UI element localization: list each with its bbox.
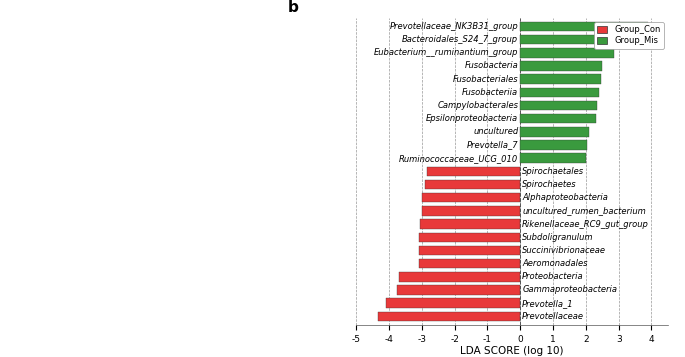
Text: Fusobacteriia: Fusobacteriia [462,88,519,97]
Text: Proteobacteria: Proteobacteria [522,272,584,281]
Text: b: b [288,0,299,15]
Bar [427,167,520,176]
Text: Spirochaetes: Spirochaetes [522,180,577,189]
Bar [520,48,614,57]
Bar [520,22,648,31]
Bar [386,298,520,308]
Bar [520,74,601,84]
Bar [422,206,520,216]
Text: Alphaproteobacteria: Alphaproteobacteria [522,193,608,202]
Text: Prevotellaceae_NK3B31_group: Prevotellaceae_NK3B31_group [390,22,519,31]
Text: Ruminococcaceae_UCG_010: Ruminococcaceae_UCG_010 [399,154,519,163]
Text: Subdoligranulum: Subdoligranulum [522,233,594,242]
Text: Rikenellaceae_RC9_gut_group: Rikenellaceae_RC9_gut_group [522,220,649,228]
Text: Spirochaetales: Spirochaetales [522,167,584,176]
Text: Succinivibrionaceae: Succinivibrionaceae [522,246,606,255]
Text: Bacteroidales_S24_7_group: Bacteroidales_S24_7_group [402,35,519,44]
Text: Prevotella_7: Prevotella_7 [466,141,519,150]
Bar [520,127,589,137]
Bar [377,312,520,321]
Text: Eubacterium__ruminantium_group: Eubacterium__ruminantium_group [374,48,519,57]
Text: Campylobacterales: Campylobacterales [437,101,519,110]
Bar [520,87,599,97]
Bar [420,219,520,229]
Text: Prevotellaceae: Prevotellaceae [522,312,584,321]
Bar [425,180,520,189]
Text: uncultured: uncultured [473,127,519,136]
Bar [520,154,586,163]
Text: uncultured_rumen_bacterium: uncultured_rumen_bacterium [522,206,646,215]
Bar [419,232,520,242]
Text: Prevotella_1: Prevotella_1 [522,298,574,308]
Text: Epsilonproteobacteria: Epsilonproteobacteria [426,114,519,123]
Bar [520,140,588,150]
Bar [520,35,623,44]
Text: Fusobacteriales: Fusobacteriales [453,75,519,84]
Text: Aeromonadales: Aeromonadales [522,259,588,268]
Bar [520,101,597,110]
Bar [520,114,596,124]
Bar [419,246,520,255]
Text: Fusobacteria: Fusobacteria [464,61,519,70]
X-axis label: LDA SCORE (log 10): LDA SCORE (log 10) [460,346,564,356]
Text: Gammaproteobacteria: Gammaproteobacteria [522,286,617,295]
Bar [397,285,520,295]
Bar [399,272,520,282]
Bar [422,193,520,202]
Bar [520,61,602,71]
Legend: Group_Con, Group_Mis: Group_Con, Group_Mis [594,22,664,49]
Bar [419,259,520,268]
